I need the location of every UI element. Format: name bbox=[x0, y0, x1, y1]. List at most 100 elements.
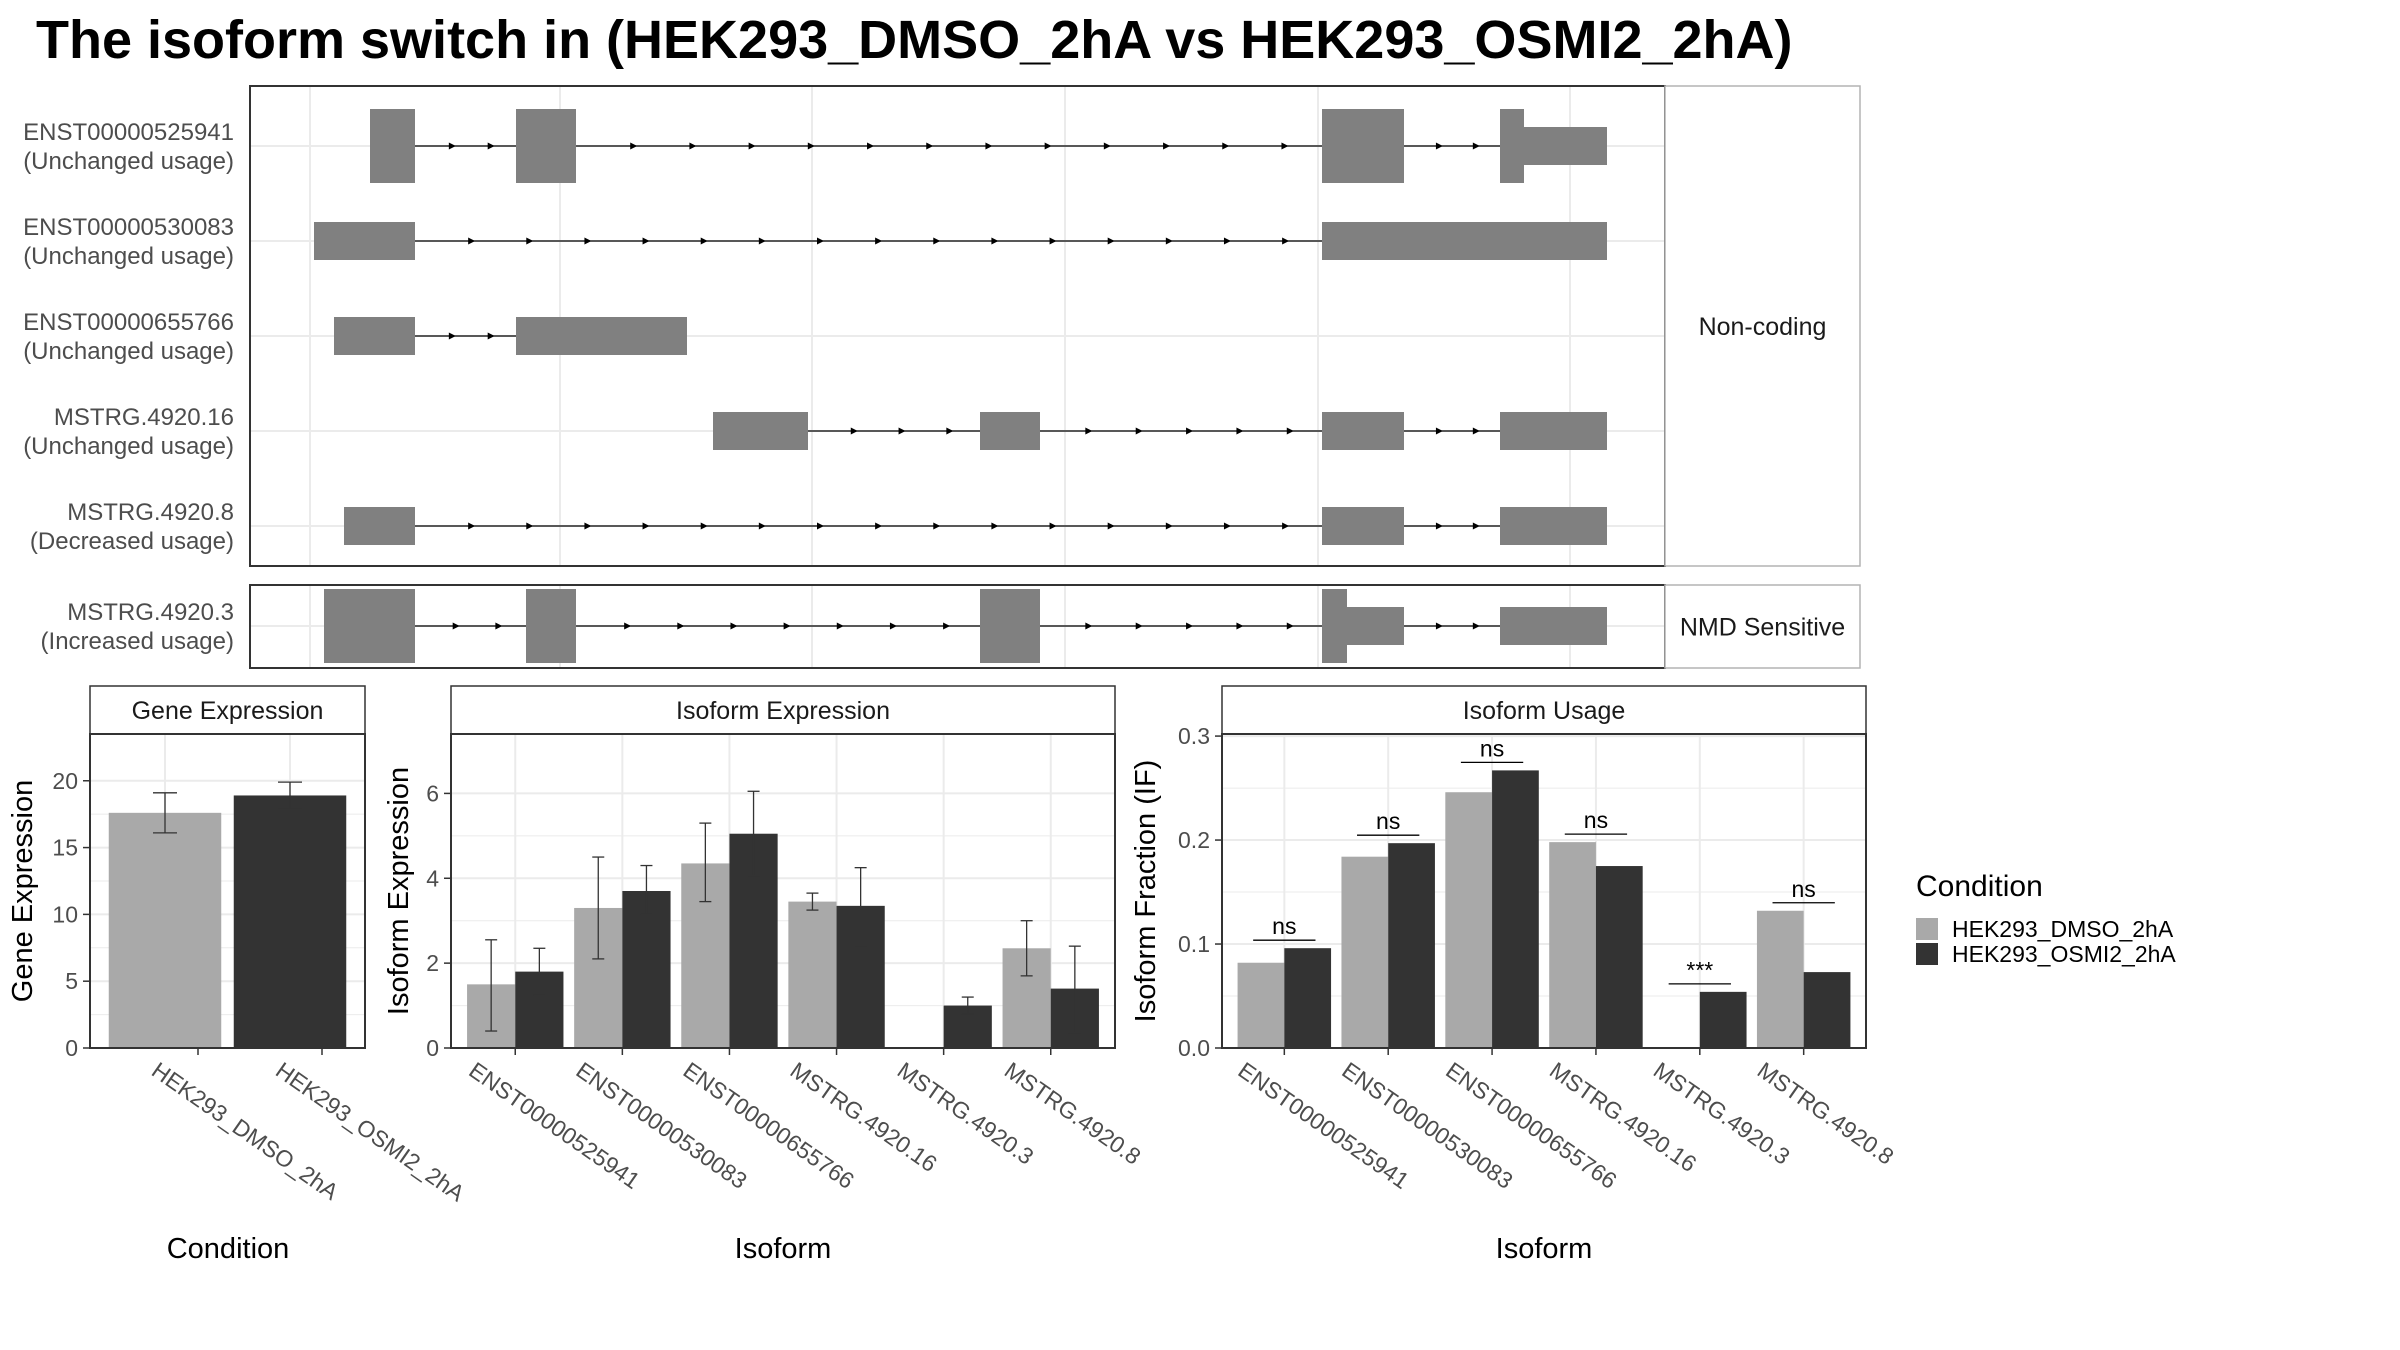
intron-arrow bbox=[624, 622, 632, 630]
legend-swatch-osmi2 bbox=[1916, 943, 1938, 965]
y-tick-label: 0.0 bbox=[1178, 1035, 1210, 1061]
intron-arrow bbox=[875, 237, 883, 245]
isoform-row: ENST00000525941(Unchanged usage) bbox=[23, 109, 1607, 183]
x-tick-label: ENST00000525941 bbox=[464, 1057, 644, 1194]
y-tick-label: 0 bbox=[65, 1035, 78, 1061]
x-tick-label: ENST00000525941 bbox=[1233, 1057, 1413, 1194]
intron-arrow bbox=[1472, 522, 1480, 530]
isoform-id-label: ENST00000525941 bbox=[23, 119, 234, 146]
intron-arrow bbox=[1286, 427, 1294, 435]
intron-arrow bbox=[850, 427, 858, 435]
x-tick-label: ENST00000530083 bbox=[571, 1057, 751, 1194]
intron-arrow bbox=[985, 142, 993, 150]
chart-plot-border bbox=[89, 733, 366, 1049]
intron-arrow bbox=[1223, 522, 1231, 530]
intron-arrow bbox=[1163, 142, 1171, 150]
intron-arrow bbox=[730, 622, 738, 630]
significance-label: ns bbox=[1792, 876, 1816, 902]
intron-arrow bbox=[448, 332, 456, 340]
bar bbox=[1237, 962, 1285, 1048]
y-axis-label: Gene Expression bbox=[7, 780, 39, 1002]
y-tick-label: 6 bbox=[426, 780, 439, 806]
isoform-row: ENST00000530083(Unchanged usage) bbox=[23, 214, 1607, 270]
intron-arrow bbox=[495, 622, 503, 630]
structure-group-strip bbox=[1664, 85, 1861, 567]
intron-arrow bbox=[630, 142, 638, 150]
intron-arrow bbox=[468, 237, 476, 245]
y-tick-label: 10 bbox=[52, 901, 78, 927]
chart-plot-border bbox=[450, 733, 1116, 1049]
exon-block bbox=[1347, 607, 1404, 645]
significance-label: ns bbox=[1376, 808, 1400, 834]
chart-2: Isoform Usage ns ns ns ns *** ns 0.0 0.1 0.2 0.3 EN… bbox=[1130, 685, 1899, 1265]
intron-arrow bbox=[526, 522, 534, 530]
intron-arrow bbox=[991, 522, 999, 530]
bar bbox=[1595, 866, 1643, 1048]
y-tick-label: 20 bbox=[52, 768, 78, 794]
x-axis-label: Condition bbox=[167, 1233, 290, 1265]
intron-arrow bbox=[642, 237, 650, 245]
intron-arrow bbox=[700, 522, 708, 530]
intron-arrow bbox=[758, 522, 766, 530]
intron-arrow bbox=[1435, 427, 1443, 435]
intron-arrow bbox=[933, 522, 941, 530]
bar bbox=[1445, 792, 1493, 1048]
isoform-id-label: MSTRG.4920.3 bbox=[67, 599, 234, 626]
intron-arrow bbox=[943, 622, 951, 630]
intron-arrow bbox=[1472, 142, 1480, 150]
intron-arrow bbox=[1472, 427, 1480, 435]
intron-arrow bbox=[1103, 142, 1111, 150]
isoform-row: MSTRG.4920.3(Increased usage) bbox=[41, 589, 1607, 663]
intron-arrow bbox=[1107, 522, 1115, 530]
y-tick-label: 0.1 bbox=[1178, 931, 1210, 957]
intron-arrow bbox=[1135, 427, 1143, 435]
bar bbox=[1388, 843, 1435, 1048]
bar bbox=[1699, 991, 1747, 1048]
isoform-usage-label: (Unchanged usage) bbox=[23, 338, 234, 365]
isoform-usage-label: (Decreased usage) bbox=[30, 528, 234, 555]
legend-label-osmi2: HEK293_OSMI2_2hA bbox=[1952, 941, 2176, 967]
x-tick-label: ENST00000655766 bbox=[1441, 1057, 1621, 1194]
x-axis-label: Isoform bbox=[1496, 1233, 1593, 1265]
exon-block bbox=[1322, 222, 1607, 260]
exon-block bbox=[980, 412, 1040, 450]
exon-block bbox=[370, 109, 415, 183]
exon-block bbox=[516, 317, 687, 355]
intron-arrow bbox=[1236, 427, 1244, 435]
exon-block bbox=[526, 589, 576, 663]
x-axis-label: Isoform bbox=[735, 1233, 832, 1265]
y-axis-label: Isoform Fraction (IF) bbox=[1130, 760, 1162, 1023]
intron-arrow bbox=[889, 622, 897, 630]
y-tick-label: 2 bbox=[426, 950, 439, 976]
intron-arrow bbox=[1085, 427, 1093, 435]
intron-arrow bbox=[1186, 427, 1194, 435]
bar bbox=[1341, 856, 1389, 1048]
chart-title: Isoform Expression bbox=[676, 697, 890, 725]
isoform-usage-label: (Unchanged usage) bbox=[23, 148, 234, 175]
figure-title: The isoform switch in (HEK293_DMSO_2hA v… bbox=[36, 10, 1793, 70]
isoform-id-label: ENST00000530083 bbox=[23, 214, 234, 241]
exon-block bbox=[713, 412, 808, 450]
x-tick-label: ENST00000655766 bbox=[679, 1057, 859, 1194]
chart-title: Gene Expression bbox=[132, 697, 324, 725]
bar bbox=[1803, 972, 1851, 1048]
intron-arrow bbox=[1435, 522, 1443, 530]
isoform-usage-label: (Unchanged usage) bbox=[23, 433, 234, 460]
intron-arrow bbox=[642, 522, 650, 530]
intron-arrow bbox=[1282, 522, 1290, 530]
intron-arrow bbox=[487, 332, 495, 340]
intron-arrow bbox=[1222, 142, 1230, 150]
chart-title: Isoform Usage bbox=[1463, 697, 1626, 725]
intron-arrow bbox=[1044, 142, 1052, 150]
intron-arrow bbox=[1472, 622, 1480, 630]
expression-charts: Gene Expression05101520HEK293_DMSO_2hAHE… bbox=[7, 685, 1899, 1265]
intron-arrow bbox=[1135, 622, 1143, 630]
exon-block bbox=[516, 109, 576, 183]
exon-block bbox=[1524, 127, 1607, 165]
exon-block bbox=[1322, 412, 1404, 450]
exon-block bbox=[1500, 412, 1607, 450]
isoform-id-label: MSTRG.4920.16 bbox=[54, 404, 234, 431]
exon-block bbox=[344, 507, 415, 545]
exon-block bbox=[1322, 589, 1347, 663]
